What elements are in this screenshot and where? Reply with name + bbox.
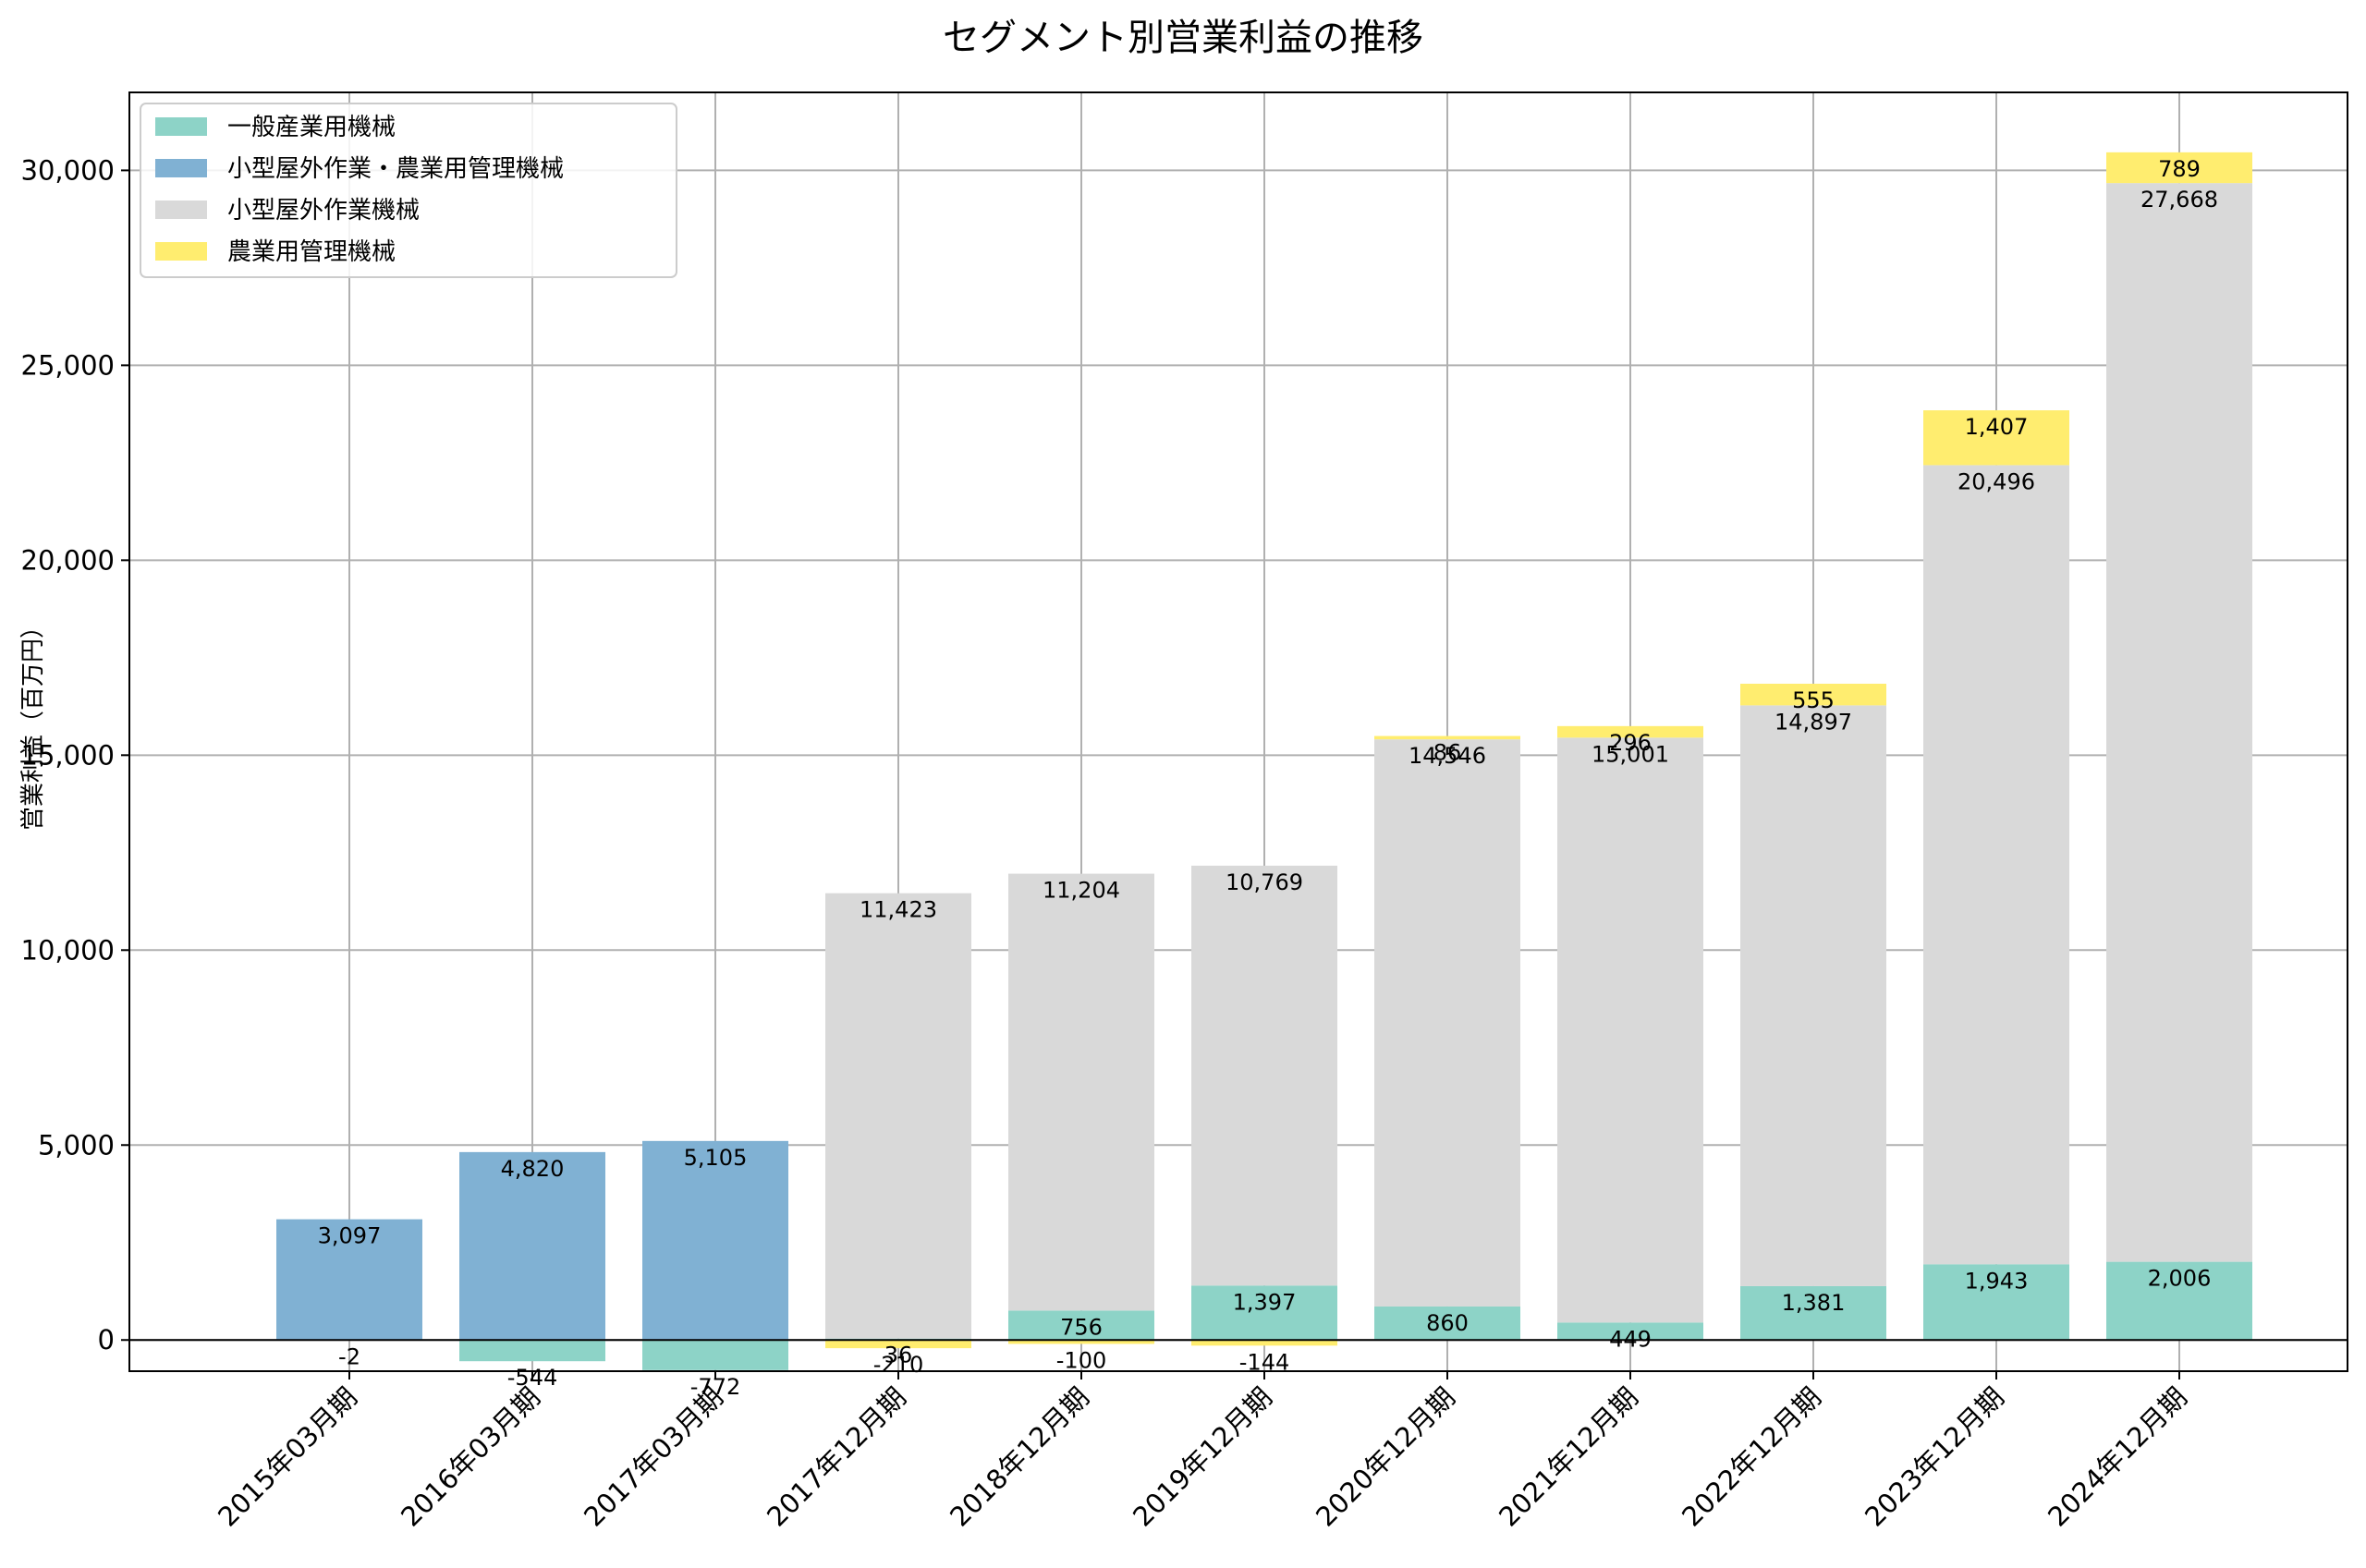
data-label: 449 bbox=[1609, 1326, 1652, 1352]
data-labels: -23,097-5444,820-7725,1053611,423-210756… bbox=[318, 156, 2218, 1400]
y-tick-label: 5,000 bbox=[38, 1129, 115, 1161]
bar-segment bbox=[276, 1219, 422, 1341]
data-label: 20,496 bbox=[1957, 468, 2035, 494]
data-label: 86 bbox=[1433, 740, 1462, 766]
data-label: 1,397 bbox=[1233, 1289, 1297, 1315]
bar-segment bbox=[1008, 873, 1154, 1311]
legend-swatch bbox=[155, 242, 207, 261]
data-label: 860 bbox=[1426, 1310, 1469, 1336]
y-axis-ticks: 0 5,000 10,000 15,000 20,000 25,000 30,000 bbox=[21, 154, 129, 1355]
x-tick-label: 2021年12月期 bbox=[1493, 1381, 1644, 1533]
chart-title: セグメント別営業利益の推移 bbox=[943, 17, 1423, 59]
y-axis-label: 営業利益（百万円） bbox=[19, 614, 47, 831]
data-label: 1,381 bbox=[1782, 1290, 1846, 1316]
data-label: 14,897 bbox=[1774, 709, 1852, 735]
bar-segment bbox=[642, 1140, 788, 1341]
bar-segment bbox=[1374, 1306, 1520, 1341]
x-tick-label: 2017年03月期 bbox=[578, 1381, 729, 1533]
x-tick-label: 2018年12月期 bbox=[944, 1381, 1095, 1533]
data-label: 10,769 bbox=[1226, 869, 1303, 895]
legend-label: 一般産業用機械 bbox=[227, 114, 396, 141]
y-tick-label: 0 bbox=[98, 1324, 115, 1355]
data-label: -100 bbox=[1056, 1347, 1106, 1373]
data-label: 14,546 bbox=[1409, 743, 1486, 769]
bar-segment bbox=[1740, 683, 1886, 706]
data-label: 2,006 bbox=[2148, 1266, 2212, 1292]
data-label: 296 bbox=[1609, 730, 1652, 756]
bar-segment bbox=[1740, 705, 1886, 1286]
legend-swatch bbox=[155, 201, 207, 219]
bar-segment bbox=[459, 1340, 605, 1362]
bar-segment bbox=[1557, 737, 1703, 1323]
data-label: 11,423 bbox=[860, 897, 937, 923]
x-tick-label: 2015年03月期 bbox=[212, 1381, 363, 1533]
data-label: 4,820 bbox=[501, 1156, 565, 1182]
bar-segment bbox=[825, 1340, 971, 1349]
legend-box bbox=[140, 103, 677, 278]
bar-segment bbox=[1191, 865, 1337, 1286]
bar-segment bbox=[1008, 1340, 1154, 1344]
data-label: 5,105 bbox=[684, 1145, 748, 1171]
data-label: 1,407 bbox=[1965, 414, 2029, 440]
bar-segment bbox=[1740, 1285, 1886, 1341]
data-label: 1,943 bbox=[1965, 1268, 2029, 1294]
legend-label: 小型屋外作業・農業用管理機械 bbox=[227, 155, 564, 183]
x-tick-label: 2017年12月期 bbox=[761, 1381, 912, 1533]
x-tick-label: 2022年12月期 bbox=[1676, 1381, 1827, 1533]
bar-segment bbox=[1557, 725, 1703, 738]
data-label: 27,668 bbox=[2140, 187, 2218, 213]
x-tick-label: 2024年12月期 bbox=[2042, 1381, 2193, 1533]
legend-swatch bbox=[155, 159, 207, 177]
legend-swatch bbox=[155, 117, 207, 136]
bar-segment bbox=[459, 1151, 605, 1341]
bar-segment bbox=[1557, 1322, 1703, 1341]
data-label: 11,204 bbox=[1043, 878, 1120, 904]
bar-segment bbox=[1191, 1340, 1337, 1346]
y-tick-label: 10,000 bbox=[21, 934, 115, 966]
legend-label: 農業用管理機械 bbox=[227, 238, 396, 266]
plot-frame bbox=[128, 91, 2348, 1372]
bar-segment bbox=[2106, 152, 2252, 184]
data-label: 36 bbox=[884, 1343, 913, 1368]
data-label: 3,097 bbox=[318, 1223, 382, 1249]
data-label: 15,001 bbox=[1592, 741, 1669, 767]
bar-segment bbox=[825, 893, 971, 1339]
bar-segment bbox=[2106, 183, 2252, 1262]
y-tick-label: 15,000 bbox=[21, 739, 115, 771]
x-tick-label: 2020年12月期 bbox=[1310, 1381, 1461, 1533]
x-tick-label: 2019年12月期 bbox=[1127, 1381, 1278, 1533]
y-tick-label: 25,000 bbox=[21, 349, 115, 381]
bar-segment bbox=[1923, 1264, 2069, 1341]
data-label: 789 bbox=[2158, 156, 2201, 182]
y-tick-label: 30,000 bbox=[21, 154, 115, 186]
x-tick-label: 2023年12月期 bbox=[1859, 1381, 2010, 1533]
bar-segment bbox=[2106, 1261, 2252, 1341]
y-tick-label: 20,000 bbox=[21, 544, 115, 576]
bar-segment bbox=[1374, 735, 1520, 740]
bar-segment bbox=[1923, 410, 2069, 466]
x-axis-ticks: 2015年03月期 2016年03月期 2017年03月期 2017年12月期 2018… bbox=[212, 1371, 2193, 1533]
x-tick-label: 2016年03月期 bbox=[395, 1381, 546, 1533]
bar-segment bbox=[1374, 739, 1520, 1307]
bar-segment bbox=[642, 1340, 788, 1370]
data-label: -2 bbox=[338, 1343, 360, 1369]
bars bbox=[276, 152, 2252, 1370]
data-label: 555 bbox=[1792, 687, 1835, 713]
data-label: 756 bbox=[1060, 1314, 1103, 1340]
bar-segment bbox=[1923, 465, 2069, 1265]
bar-segment bbox=[1008, 1310, 1154, 1341]
bar-segment bbox=[1191, 1285, 1337, 1341]
legend-label: 小型屋外作業機械 bbox=[227, 197, 420, 225]
